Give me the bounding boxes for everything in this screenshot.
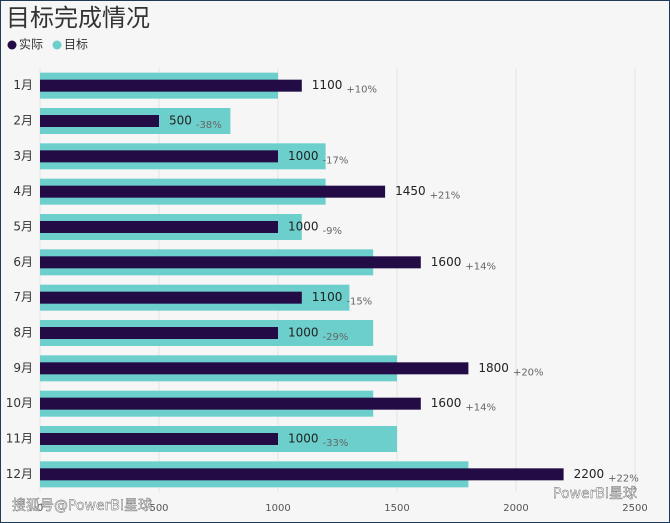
annotation: -15% xyxy=(346,297,372,308)
annotation: +22% xyxy=(608,473,639,484)
actual-bar xyxy=(40,150,278,163)
legend-marker xyxy=(7,40,17,50)
y-tick-label: 5月 xyxy=(13,220,33,234)
actual-bar xyxy=(40,185,386,198)
data-label: 500 xyxy=(169,114,192,128)
actual-bar xyxy=(40,291,302,304)
actual-bar xyxy=(40,221,278,233)
actual-bar xyxy=(40,433,278,445)
watermark: PowerBI星球 xyxy=(553,486,637,502)
x-tick-label: 0 xyxy=(37,503,43,514)
y-tick-label: 11月 xyxy=(6,432,33,446)
watermark: 搜狐号@PowerBI星球 xyxy=(12,498,152,514)
legend-marker xyxy=(52,40,62,50)
actual-bar xyxy=(40,256,421,269)
y-tick-label: 4月 xyxy=(13,184,33,198)
annotation: +10% xyxy=(346,85,377,96)
data-label: 1800 xyxy=(478,361,509,375)
y-tick-label: 7月 xyxy=(13,290,33,304)
data-label: 1600 xyxy=(431,396,462,410)
annotation: -9% xyxy=(323,226,342,237)
actual-bar xyxy=(40,362,469,375)
annotation: +20% xyxy=(513,367,544,378)
annotation: -33% xyxy=(323,438,349,449)
annotation: +14% xyxy=(465,403,496,414)
x-tick-label: 2500 xyxy=(622,503,647,514)
actual-bar xyxy=(40,79,302,92)
data-label: 1100 xyxy=(312,290,343,304)
x-tick-label: 1500 xyxy=(384,503,409,514)
y-tick-label: 1月 xyxy=(13,78,33,92)
y-tick-label: 3月 xyxy=(13,149,33,163)
annotation: +21% xyxy=(430,191,461,202)
actual-bar xyxy=(40,397,421,410)
data-label: 1000 xyxy=(288,432,319,446)
data-label: 1450 xyxy=(395,184,426,198)
chart-title: 目标完成情况 xyxy=(6,4,150,32)
y-tick-label: 12月 xyxy=(6,467,33,481)
x-tick-label: 500 xyxy=(149,503,168,514)
data-label: 1000 xyxy=(288,220,319,234)
x-tick-label: 2000 xyxy=(503,503,528,514)
data-label: 1000 xyxy=(288,326,319,340)
legend-label: 实际 xyxy=(19,37,43,52)
y-tick-label: 2月 xyxy=(13,114,33,128)
data-label: 1100 xyxy=(312,78,343,92)
y-tick-label: 10月 xyxy=(6,396,33,410)
actual-bar xyxy=(40,327,278,339)
actual-bar xyxy=(40,115,159,127)
y-tick-label: 8月 xyxy=(13,326,33,340)
actual-bar xyxy=(40,468,564,481)
annotation: -38% xyxy=(196,120,222,131)
data-label: 1000 xyxy=(288,149,319,163)
annotation: -17% xyxy=(323,155,349,166)
annotation: +14% xyxy=(465,261,496,272)
data-label: 1600 xyxy=(431,255,462,269)
annotation: -29% xyxy=(323,332,349,343)
y-tick-label: 6月 xyxy=(13,255,33,269)
y-tick-label: 9月 xyxy=(13,361,33,375)
data-label: 2200 xyxy=(574,467,605,481)
legend-label: 目标 xyxy=(64,38,88,52)
x-tick-label: 1000 xyxy=(265,503,290,514)
